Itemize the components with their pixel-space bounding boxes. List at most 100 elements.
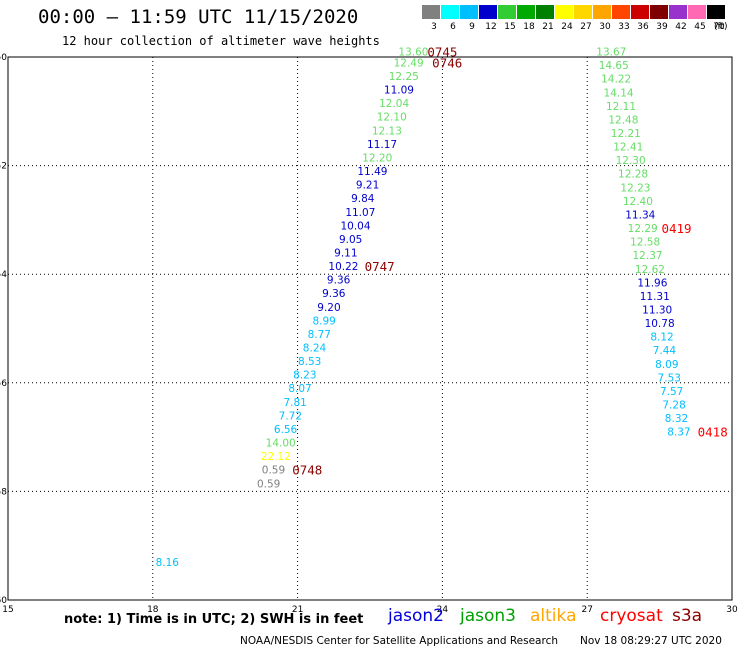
colorbar-unit: (ft) (714, 22, 728, 32)
wave-height-label: 12.40 (623, 196, 653, 208)
wave-height-label: 11.31 (640, 291, 670, 303)
colorbar-swatch (593, 5, 611, 19)
x-tick-label: 30 (726, 605, 738, 615)
wave-height-label: 22.12 (261, 451, 291, 463)
wave-height-label: 7.28 (662, 400, 685, 412)
colorbar-swatch (479, 5, 497, 19)
wave-height-label: 13.67 (596, 47, 626, 59)
wave-height-label: 9.36 (322, 288, 346, 300)
x-tick-label: 15 (2, 605, 13, 615)
colorbar-swatch (536, 5, 554, 19)
note-text: note: 1) Time is in UTC; 2) SWH is in fe… (64, 612, 364, 627)
wave-height-label: 10.22 (328, 261, 358, 273)
colorbar-label: 24 (561, 22, 573, 32)
wave-height-label: 12.11 (606, 101, 636, 113)
wave-height-label: 11.96 (637, 277, 667, 289)
colorbar-swatch (422, 5, 440, 19)
wave-height-label: 8.32 (665, 413, 688, 425)
wave-height-label: 10.04 (340, 220, 370, 232)
colorbar-swatch (441, 5, 459, 19)
time-annotation: 0748 (292, 463, 322, 478)
wave-height-label: 14.00 (266, 438, 296, 450)
y-tick-label: -52 (0, 162, 7, 172)
colorbar-label: 36 (637, 22, 649, 32)
wave-height-label: 8.24 (303, 343, 327, 355)
wave-height-label: 11.34 (625, 209, 655, 221)
wave-height-label: 11.49 (357, 166, 387, 178)
y-tick-label: -58 (0, 487, 7, 497)
x-tick-label: 21 (292, 605, 303, 615)
legend-cryosat: cryosat (600, 606, 663, 626)
wave-height-label: 7.44 (653, 345, 677, 357)
wave-height-label: 13.60 (398, 47, 428, 59)
wave-height-label: 8.37 (667, 427, 690, 439)
colorbar-swatch (555, 5, 573, 19)
chart-subtitle: 12 hour collection of altimeter wave hei… (62, 34, 380, 48)
colorbar-swatch (517, 5, 535, 19)
wave-height-label: 8.16 (156, 557, 180, 569)
colorbar-label: 3 (431, 22, 437, 32)
wave-height-label: 12.29 (628, 223, 658, 235)
wave-height-label: 8.09 (655, 359, 678, 371)
colorbar-label: 12 (485, 22, 497, 32)
plot-frame (7, 56, 733, 601)
wave-height-label: 8.07 (288, 383, 311, 395)
wave-height-label: 12.25 (389, 71, 419, 83)
colorbar-label: 45 (694, 22, 706, 32)
wave-height-label: 12.23 (620, 182, 650, 194)
wave-height-label: 8.12 (650, 332, 673, 344)
wave-height-label: 12.58 (630, 237, 660, 249)
wave-height-label: 12.37 (633, 250, 663, 262)
legend-altika: altika (530, 606, 577, 626)
colorbar-label: 30 (599, 22, 611, 32)
colorbar-label: 18 (523, 22, 535, 32)
time-annotation: 0418 (698, 425, 728, 440)
colorbar-label: 15 (504, 22, 516, 32)
colorbar-swatch (650, 5, 668, 19)
wave-height-label: 9.11 (334, 247, 357, 259)
wave-height-label: 8.53 (298, 356, 321, 368)
wave-height-label: 7.53 (658, 372, 681, 384)
wave-height-label: 11.17 (367, 139, 397, 151)
footer-organization: NOAA/NESDIS Center for Satellite Applica… (240, 635, 558, 647)
y-tick-label: -60 (0, 596, 7, 606)
wave-height-label: 12.21 (611, 128, 641, 140)
wave-height-label: 12.04 (379, 98, 409, 110)
colorbar-swatch (688, 5, 706, 19)
x-tick-label: 24 (437, 605, 449, 615)
y-tick-label: -56 (0, 379, 7, 389)
wave-height-label: 12.28 (618, 169, 648, 181)
wave-height-label: 8.23 (293, 370, 316, 382)
legend-jason3: jason3 (460, 606, 516, 626)
x-tick-label: 18 (147, 605, 159, 615)
wave-height-label: 7.72 (279, 410, 302, 422)
wave-height-label: 11.07 (345, 207, 375, 219)
time-annotation: 0745 (427, 45, 457, 60)
wave-height-label: 6.56 (274, 424, 298, 436)
wave-height-label: 7.81 (283, 397, 306, 409)
wave-height-label: 11.30 (642, 304, 672, 316)
wave-height-label: 10.78 (645, 318, 675, 330)
wave-height-label: 9.05 (339, 234, 362, 246)
wave-height-label: 11.09 (384, 85, 414, 97)
time-annotation: 0419 (661, 221, 691, 236)
wave-height-label: 0.59 (257, 478, 280, 490)
wave-height-label: 12.49 (394, 57, 424, 69)
wave-height-label: 9.21 (356, 180, 379, 192)
wave-height-label: 12.41 (613, 142, 643, 154)
wave-height-label: 12.10 (377, 112, 407, 124)
colorbar-label: 27 (580, 22, 592, 32)
wave-height-label: 9.84 (351, 193, 375, 205)
colorbar-label: 33 (618, 22, 630, 32)
colorbar-swatch (669, 5, 687, 19)
y-tick-label: -54 (0, 270, 7, 280)
colorbar-swatch (612, 5, 630, 19)
wave-height-label: 12.13 (372, 125, 402, 137)
colorbar-label: 39 (656, 22, 668, 32)
footer-timestamp: Nov 18 08:29:27 UTC 2020 (580, 635, 722, 647)
colorbar-label: 42 (675, 22, 687, 32)
wave-height-label: 14.22 (601, 74, 631, 86)
colorbar-label: 6 (450, 22, 456, 32)
wave-height-label: 14.65 (599, 60, 629, 72)
